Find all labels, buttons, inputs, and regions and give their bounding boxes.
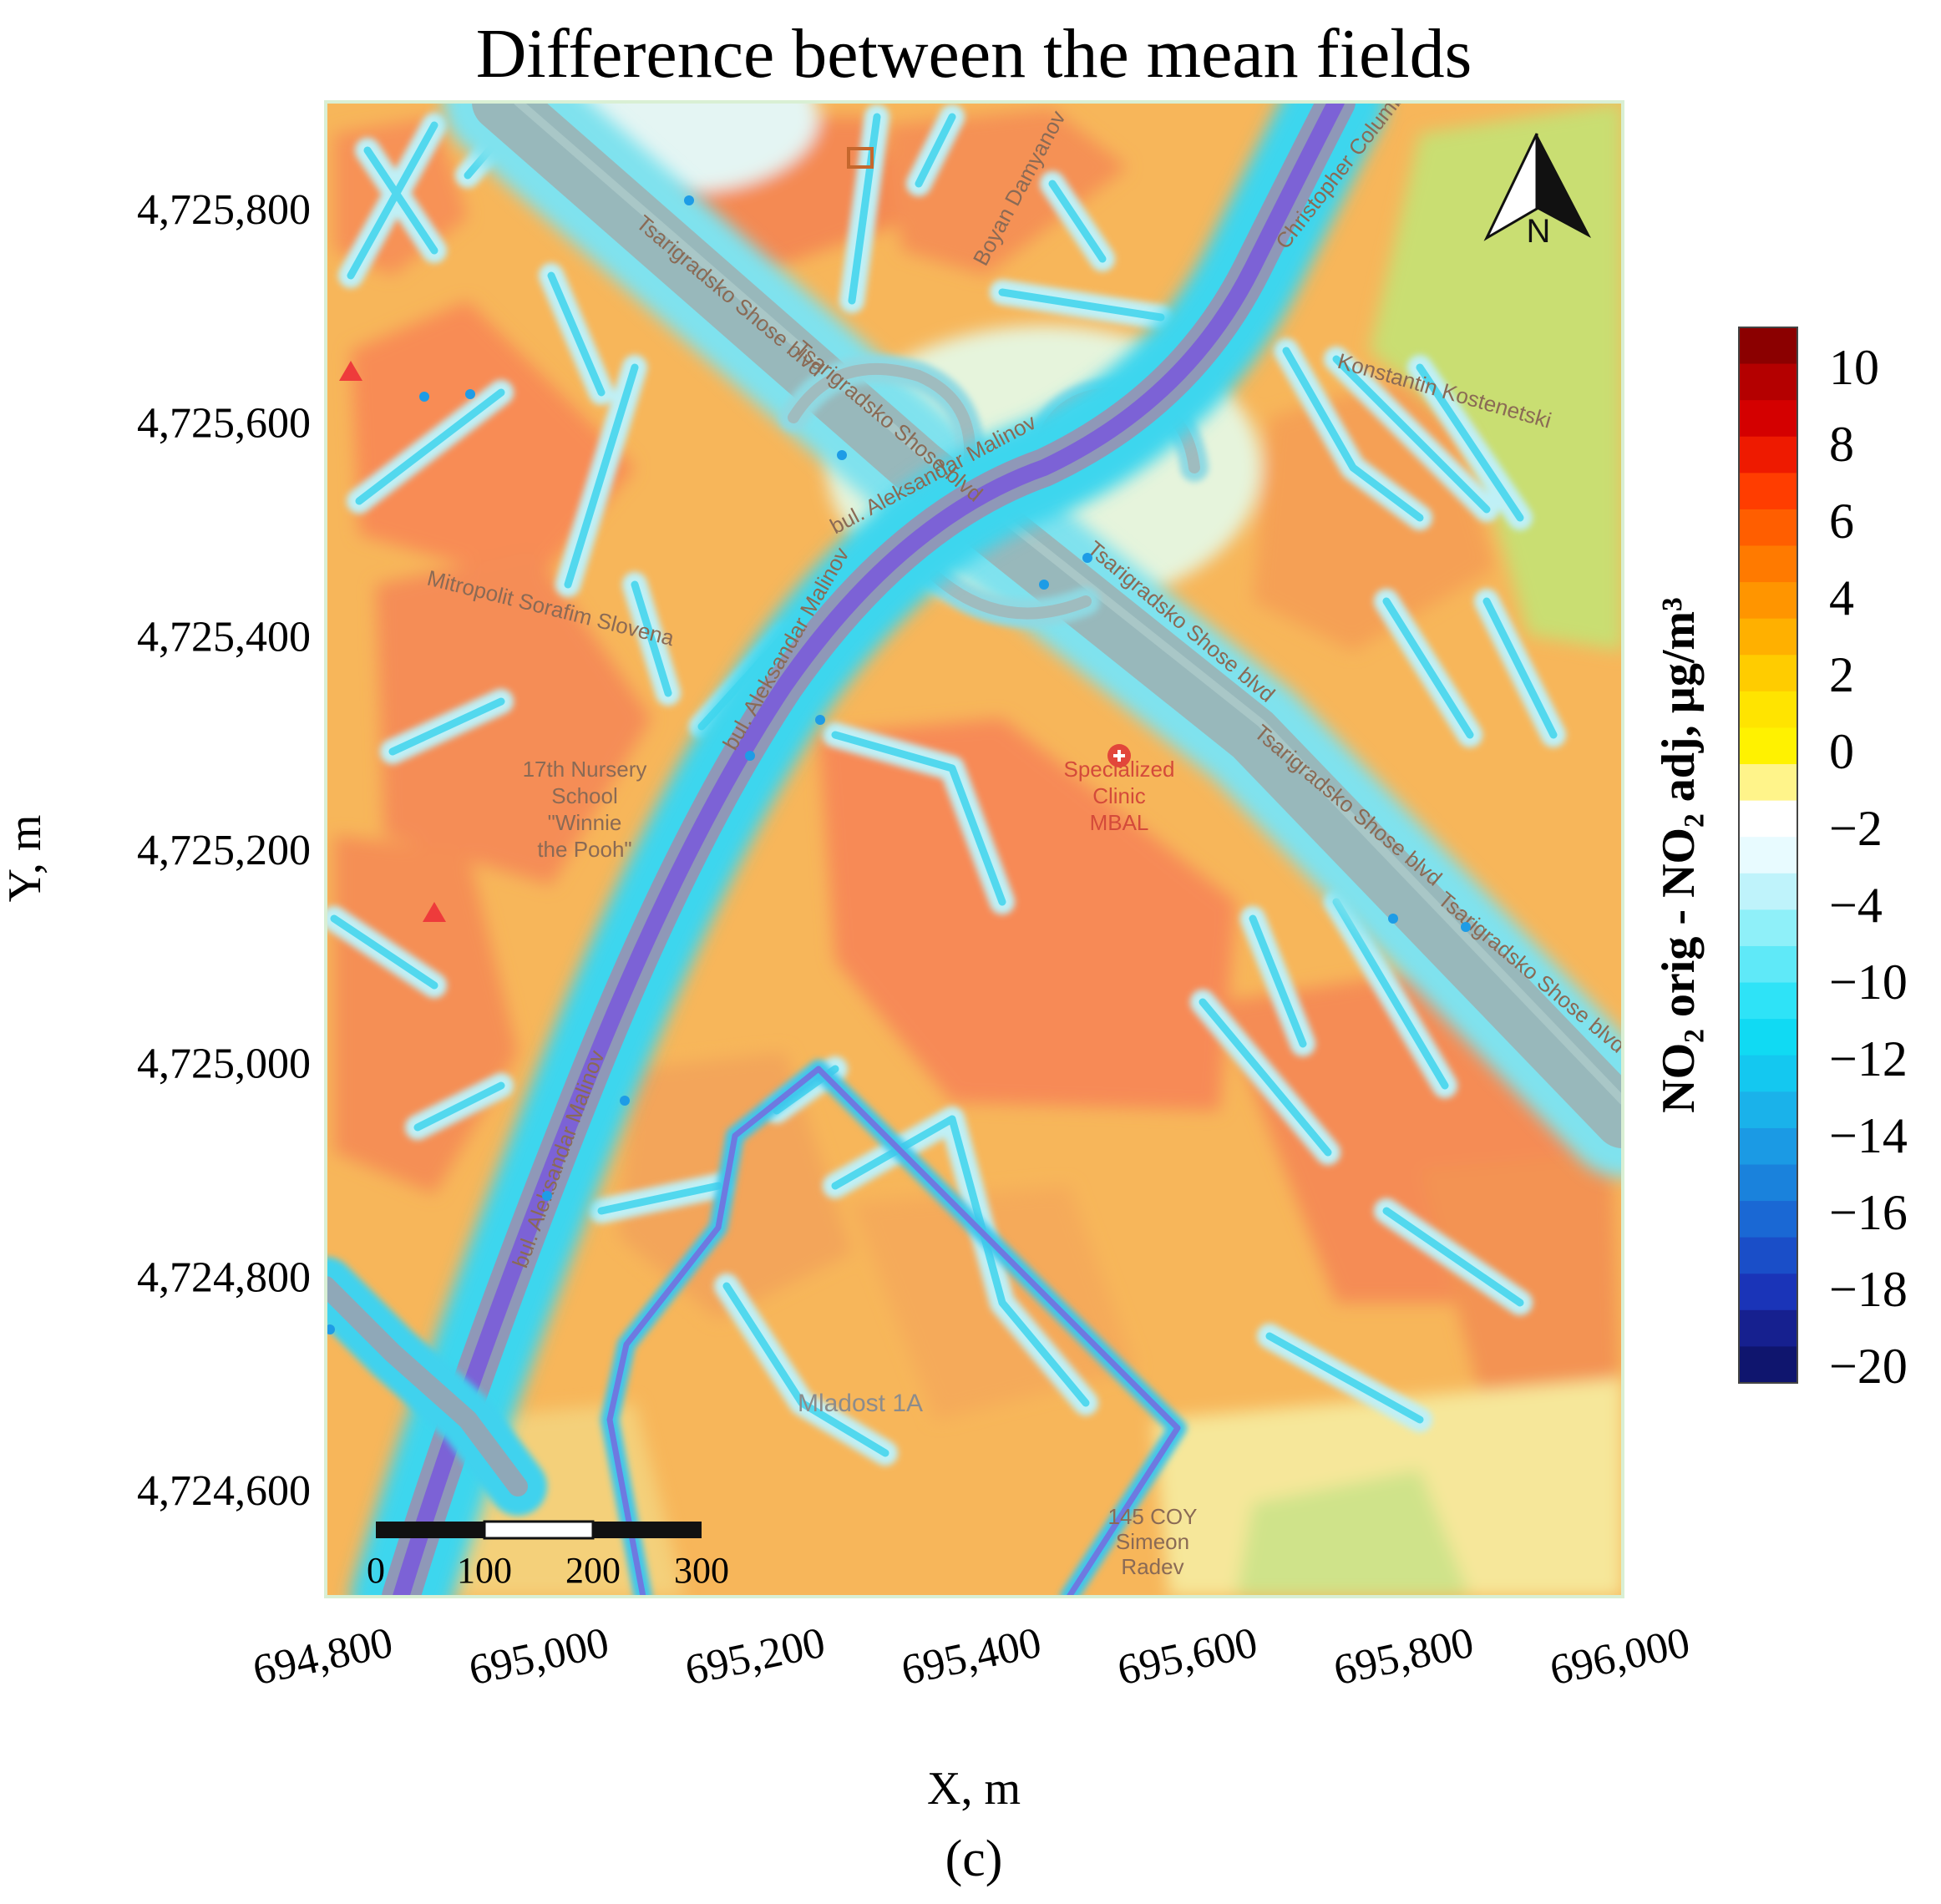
colorbar-swatch bbox=[1739, 1019, 1797, 1056]
y-tick-label: 4,725,000 bbox=[137, 1041, 311, 1088]
poi-icons bbox=[326, 147, 1471, 1334]
map-label-nursery-2: School bbox=[551, 783, 618, 808]
y-tick-label: 4,724,600 bbox=[137, 1467, 311, 1515]
colorbar-tick-label: 8 bbox=[1829, 417, 1854, 472]
colorbar-tick-label: −10 bbox=[1829, 955, 1908, 1010]
colorbar-tick-label: −14 bbox=[1829, 1108, 1908, 1163]
map-label-nursery-4: the Pooh" bbox=[537, 837, 631, 862]
scale-label-100: 100 bbox=[457, 1550, 512, 1591]
map-label-school-3: Radev bbox=[1121, 1554, 1183, 1579]
colorbar-tick-label: −20 bbox=[1829, 1339, 1908, 1394]
colorbar-swatch bbox=[1739, 691, 1797, 729]
colorbar-tick-label: 4 bbox=[1829, 570, 1854, 625]
north-arrow-icon: N bbox=[1483, 133, 1591, 250]
x-tick-label: 695,000 bbox=[465, 1618, 613, 1694]
colorbar-swatch bbox=[1739, 400, 1797, 438]
x-tick-label: 695,600 bbox=[1113, 1618, 1261, 1694]
map-label-nursery-3: "Winnie bbox=[548, 810, 622, 835]
colorbar-swatch bbox=[1739, 618, 1797, 656]
hospital-icon bbox=[1107, 744, 1131, 767]
colorbar-tick-label: −18 bbox=[1829, 1262, 1908, 1317]
colorbar-swatch bbox=[1739, 909, 1797, 947]
colorbar-swatch bbox=[1739, 1346, 1797, 1384]
colorbar-swatch bbox=[1739, 655, 1797, 692]
colorbar-swatch bbox=[1739, 1127, 1797, 1166]
colorbar-tick-label: −12 bbox=[1829, 1031, 1908, 1086]
map-label-nursery-1: 17th Nursery bbox=[523, 757, 647, 782]
map-label-school-2: Simeon bbox=[1116, 1529, 1189, 1554]
scale-label-200: 200 bbox=[565, 1550, 621, 1591]
colorbar-swatch bbox=[1739, 873, 1797, 910]
y-axis-label: Y, m bbox=[0, 815, 51, 903]
x-tick-label: 695,800 bbox=[1330, 1618, 1477, 1694]
y-tick-label: 4,725,200 bbox=[137, 827, 311, 874]
map-label-school-1: 145 COY bbox=[1108, 1504, 1198, 1529]
colorbar-ticks: 10 8 6 4 2 0 −2 −4 −10 −12 −14 −16 −18 −20 bbox=[1829, 340, 1908, 1394]
colorbar: 10 8 6 4 2 0 −2 −4 −10 −12 −14 −16 −18 −20 NO₂ orig -… bbox=[1653, 327, 1908, 1394]
y-tick-label: 4,725,600 bbox=[137, 400, 311, 448]
colorbar-swatch bbox=[1739, 1309, 1797, 1348]
colorbar-swatch bbox=[1739, 764, 1797, 802]
colorbar-swatch bbox=[1739, 582, 1797, 620]
bus-stop-icons bbox=[326, 195, 1471, 1334]
colorbar-swatch bbox=[1739, 800, 1797, 838]
colorbar-swatch bbox=[1739, 1164, 1797, 1202]
colorbar-swatch bbox=[1739, 1274, 1797, 1311]
y-tick-label: 4,725,800 bbox=[137, 186, 311, 234]
x-tick-label: 695,400 bbox=[897, 1618, 1045, 1694]
colorbar-frame bbox=[1738, 327, 1798, 1384]
colorbar-tick-label: 0 bbox=[1829, 724, 1854, 779]
x-tick-label: 695,200 bbox=[682, 1618, 829, 1694]
y-axis-ticks: 4,725,800 4,725,600 4,725,400 4,725,200 4,72… bbox=[137, 186, 311, 1515]
north-label: N bbox=[1527, 213, 1551, 250]
x-tick-label: 696,000 bbox=[1546, 1618, 1694, 1694]
scale-bar: 0 100 200 300 bbox=[367, 1520, 729, 1591]
colorbar-swatch bbox=[1739, 1091, 1797, 1129]
panel-label: (c) bbox=[945, 1831, 1003, 1887]
y-tick-label: 4,725,400 bbox=[137, 613, 311, 661]
x-tick-label: 694,800 bbox=[249, 1618, 397, 1694]
colorbar-swatches bbox=[1739, 327, 1797, 1384]
colorbar-swatch bbox=[1739, 545, 1797, 583]
y-tick-label: 4,724,800 bbox=[137, 1253, 311, 1301]
map-frame bbox=[324, 100, 1624, 1598]
colorbar-swatch bbox=[1739, 1237, 1797, 1274]
scale-label-300: 300 bbox=[674, 1550, 729, 1591]
colorbar-swatch bbox=[1739, 363, 1797, 401]
colorbar-swatch bbox=[1739, 982, 1797, 1020]
colorbar-tick-label: −4 bbox=[1829, 878, 1883, 933]
street-network bbox=[326, 102, 1623, 1597]
x-axis-ticks: 694,800 695,000 695,200 695,400 695,600 695,8… bbox=[249, 1618, 1694, 1694]
map-panel: 17th Nursery School "Winnie the Pooh" Sp… bbox=[326, 102, 1623, 1597]
colorbar-swatch bbox=[1739, 837, 1797, 874]
map-label-clinic-2: Clinic bbox=[1092, 783, 1146, 808]
map-pin-icon bbox=[339, 147, 874, 922]
colorbar-swatch bbox=[1739, 473, 1797, 510]
colorbar-swatch bbox=[1739, 1201, 1797, 1238]
colorbar-tick-label: −16 bbox=[1829, 1185, 1908, 1240]
colorbar-tick-label: 6 bbox=[1829, 494, 1854, 549]
map-label-district: Mladost 1A bbox=[798, 1390, 923, 1417]
colorbar-swatch bbox=[1739, 436, 1797, 473]
scale-label-0: 0 bbox=[367, 1550, 385, 1591]
colorbar-swatch bbox=[1739, 1055, 1797, 1092]
colorbar-label: NO₂ orig - NO₂ adj, µg/m³ bbox=[1653, 597, 1705, 1113]
colorbar-tick-label: 10 bbox=[1829, 340, 1879, 395]
colorbar-tick-label: −2 bbox=[1829, 801, 1883, 856]
colorbar-swatch bbox=[1739, 509, 1797, 547]
colorbar-tick-label: 2 bbox=[1829, 647, 1854, 702]
colorbar-swatch bbox=[1739, 727, 1797, 765]
x-axis-label: X, m bbox=[927, 1763, 1021, 1815]
chart-title: Difference between the mean fields bbox=[476, 15, 1472, 93]
colorbar-swatch bbox=[1739, 327, 1797, 365]
colorbar-swatch bbox=[1739, 945, 1797, 984]
map-label-clinic-3: MBAL bbox=[1090, 810, 1149, 835]
